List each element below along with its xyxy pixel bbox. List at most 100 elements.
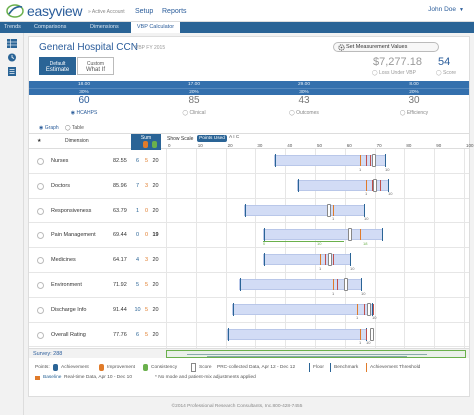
consistency-medal-icon [143,364,148,371]
dimension-score: 63.79 [113,207,127,214]
row-select-radio[interactable] [37,282,44,289]
row-select-radio[interactable] [37,306,44,314]
table-row[interactable]: Overall Rating 77.76 6 5 20 1 10 [29,323,469,348]
score-handle[interactable] [373,178,377,192]
set-measurement-label: Set Measurement Values [346,44,408,50]
row-select-radio[interactable] [37,331,44,339]
set-measurement-values-button[interactable]: Set Measurement Values [333,42,439,52]
app-name[interactable]: easyview [27,3,83,19]
bar-point-label: 10 [385,166,390,172]
dimension-score: 85.96 [113,182,127,189]
table-row[interactable]: Environment 71.92 5 5 20 1 10 [29,273,469,298]
legend-achievement: Achievement [61,365,89,370]
tab-vbp-calculator[interactable]: VBP Calculator [131,22,180,33]
achievement-threshold-marker-icon [366,363,367,372]
active-account-link[interactable]: » Active Account [88,9,125,15]
score-range-bar[interactable] [263,253,351,267]
row-select-radio[interactable] [37,257,44,265]
baseline-marker-icon [35,376,40,380]
clock-icon[interactable] [7,53,17,62]
points-used-button[interactable]: Points Used [197,135,227,142]
loss-value: $7,277.18 [373,56,422,68]
custom-what-if-button[interactable]: Custom What If [77,57,114,75]
legend-points-label: Points: [35,365,50,370]
table-row[interactable]: Pain Management 69.44 0 0 19 0 10 18 [29,223,469,249]
table-row[interactable]: Discharge Info 91.44 10 5 20 1 10 [29,298,469,323]
row-select-radio[interactable] [37,207,44,215]
score-range-bar[interactable] [244,203,365,217]
floor-marker [275,154,276,167]
table-row[interactable]: Doctors 85.96 7 3 20 1 10 [29,174,469,199]
points-i: 3 [144,182,149,189]
dimension-score: 91.44 [113,306,127,313]
points-a: 10 [134,306,141,313]
points-c: 20 [152,306,159,313]
domain-outcomes[interactable]: 29.00 30% 43 ◯ Outcomes [249,81,359,121]
row-select-radio[interactable] [37,158,44,165]
score-handle[interactable] [344,278,348,291]
score-range-bar[interactable] [274,154,386,167]
domain-clinical[interactable]: 17.00 20% 85 ◯ Clinical [139,81,249,121]
grid-icon[interactable] [7,39,17,48]
scale-gridline [225,149,227,348]
points-a: 6 [135,331,140,338]
consistency-line [263,241,344,243]
score-handle[interactable] [328,253,332,267]
points-i: 5 [144,306,149,313]
user-menu[interactable]: John Doe [428,6,456,13]
score-range-bar[interactable] [232,302,374,316]
table-view-toggle[interactable]: ◯ Table [65,125,84,131]
threshold-marker [333,279,334,290]
scale-gridline [285,149,287,348]
chevron-down-icon[interactable]: ▼ [459,7,464,13]
domain-label: ◯ Outcomes [289,110,319,116]
score-handle[interactable] [348,228,352,242]
nav-setup[interactable]: Setup [135,8,154,15]
list-icon[interactable] [7,67,17,76]
threshold-marker [357,303,358,315]
score-handle[interactable] [372,154,376,167]
table-row[interactable]: Nurses 82.55 6 5 20 1 10 [29,149,469,174]
domain-efficiency[interactable]: 8.00 20% 30 ◯ Efficiency [359,81,469,121]
aic-toggles[interactable]: A I C [229,135,240,140]
bar-point-label: 1 [356,315,359,321]
score-handle[interactable] [370,327,374,341]
survey-bar: Survey: 288 [29,348,469,358]
nav-reports[interactable]: Reports [162,8,187,15]
score-range-bar[interactable] [263,228,383,242]
tab-comparisons[interactable]: Comparisons [34,24,67,30]
legend-baseline-desc: Real-time Data, Apr 10 - Dec 10 [64,375,132,380]
graph-view-toggle[interactable]: ◉ Graph [39,125,59,131]
domain-value: 60 [78,95,90,106]
scroll-minimap[interactable] [166,350,466,358]
tab-dimensions[interactable]: Dimensions [90,24,119,30]
threshold-marker [366,179,367,191]
table-row[interactable]: Responsiveness 63.79 1 0 20 1 10 [29,199,469,224]
vbp-calculator-panel: General Hospital CCN VBP FY 2015 Set Mea… [28,36,474,397]
score-range-bar[interactable] [239,278,362,291]
row-select-radio[interactable] [37,182,44,190]
score-handle[interactable] [327,203,331,217]
default-estimate-button[interactable]: Default Estimate [39,57,76,75]
score-range-bar[interactable] [227,327,374,341]
scale-tick-label: 70 [376,143,382,148]
domain-value: 85 [188,95,200,106]
dimension-score: 82.55 [113,158,127,164]
sub-navigation: Trends Comparisons Dimensions VBP Calcul… [0,22,474,33]
score-range-bar[interactable] [297,178,389,192]
page-title: General Hospital CCN [39,42,138,53]
points-c: 19 [152,232,159,239]
threshold-marker [366,328,367,340]
sum-header: Sum [131,134,161,150]
threshold-marker [360,155,361,166]
score-handle[interactable] [367,302,371,316]
domain-hcahps[interactable]: 18.00 30% 60 ◉ HCAHPS [29,81,139,121]
dimension-name: Medicines [51,257,76,264]
table-row[interactable]: Medicines 64.17 4 3 20 1 10 [29,248,469,273]
bar-point-label: 10 [350,265,355,271]
points-c: 20 [152,182,159,189]
row-select-radio[interactable] [37,232,44,240]
scale-gridline [315,149,316,348]
dimension-name: Environment [51,282,82,288]
tab-trends[interactable]: Trends [4,24,21,30]
